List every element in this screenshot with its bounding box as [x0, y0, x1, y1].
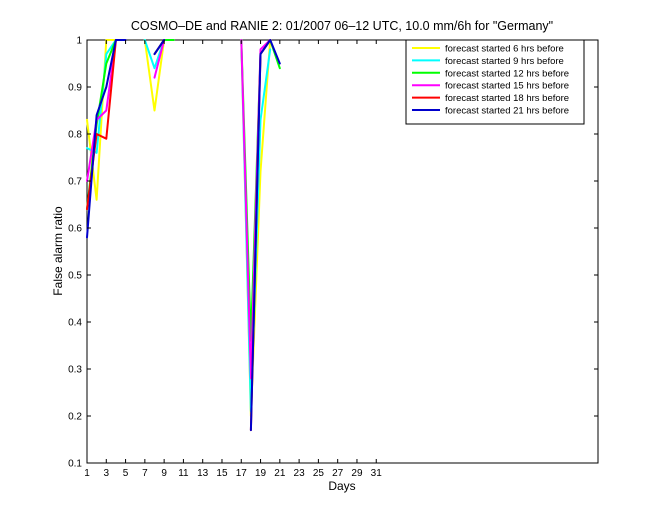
legend-label-0: forecast started 6 hrs before: [445, 44, 564, 55]
y-tick-label: 0.6: [68, 224, 82, 235]
series-5-line-1: [153, 39, 166, 56]
x-tick-label: 27: [332, 468, 344, 479]
y-tick-label: 1: [76, 36, 82, 47]
x-tick-label: 15: [216, 468, 228, 479]
x-tick-label: 17: [236, 468, 248, 479]
x-tick-label: 9: [161, 468, 167, 479]
x-tick-label: 11: [178, 468, 189, 479]
y-tick-label: 0.5: [68, 271, 82, 282]
x-tick-label: 3: [104, 468, 110, 479]
x-tick-label: 21: [274, 468, 286, 479]
x-tick-label: 7: [142, 468, 148, 479]
series-3-line-0: [86, 39, 117, 182]
y-tick-label: 0.3: [68, 365, 82, 376]
legend-label-5: forecast started 21 hrs before: [445, 106, 569, 117]
x-axis-ticks: 1 3 5 7 9 11 13 15 17 19 21 23 25 27 29 31: [84, 40, 382, 479]
y-tick-label: 0.8: [68, 130, 82, 141]
x-axis-label: Days: [328, 479, 355, 493]
legend-label-4: forecast started 18 hrs before: [445, 93, 569, 104]
series-3-line-1: [153, 39, 166, 79]
x-tick-label: 13: [197, 468, 209, 479]
x-tick-label: 23: [294, 468, 306, 479]
series-5-line-0: [86, 39, 127, 239]
y-tick-label: 0.1: [68, 459, 82, 470]
y-axis-ticks: 0.1 0.2 0.3 0.4 0.5 0.6 0.7 0.8 0.9 1: [68, 36, 598, 470]
y-tick-label: 0.7: [68, 177, 82, 188]
y-tick-label: 0.9: [68, 83, 82, 94]
x-tick-label: 25: [313, 468, 325, 479]
y-tick-label: 0.4: [68, 318, 82, 329]
series-5-line-2: [249, 39, 281, 432]
x-tick-label: 31: [371, 468, 383, 479]
legend-label-1: forecast started 9 hrs before: [445, 56, 564, 67]
chart-title: COSMO–DE and RANIE 2: 01/2007 06–12 UTC,…: [131, 19, 553, 33]
legend-label-3: forecast started 15 hrs before: [445, 81, 569, 92]
series-0-line-1: [143, 39, 166, 112]
x-tick-label: 19: [255, 468, 267, 479]
series-5: [86, 39, 281, 432]
y-axis-label: False alarm ratio: [51, 206, 65, 296]
x-tick-label: 29: [351, 468, 363, 479]
x-tick-label: 5: [123, 468, 129, 479]
legend-label-2: forecast started 12 hrs before: [445, 68, 569, 79]
y-tick-label: 0.2: [68, 412, 82, 423]
series-layer: [86, 39, 281, 432]
x-tick-label: 1: [84, 468, 90, 479]
